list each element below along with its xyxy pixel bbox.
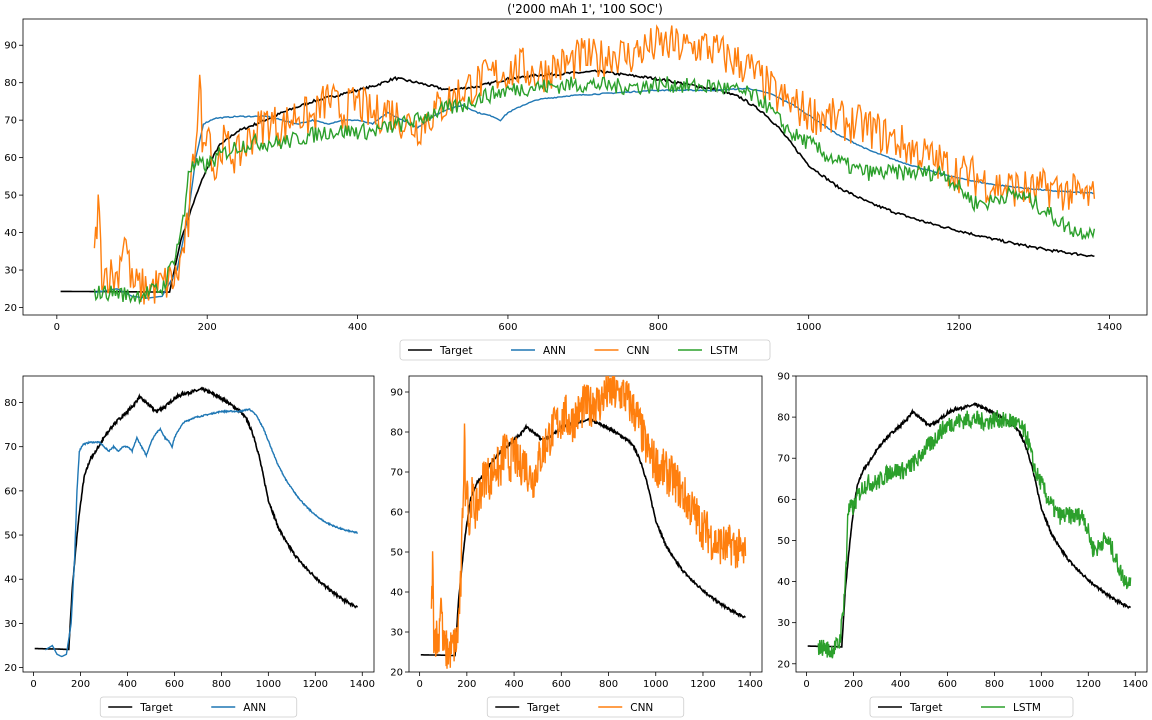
legend-label-ann: ANN	[243, 702, 266, 714]
y-tick-label: 40	[390, 588, 403, 599]
x-tick-label: 400	[348, 322, 367, 333]
chart-panel-1: 0 200 400 600 800 1000 1200 1400 20 30 40 50 60 70 80 T…	[4, 375, 375, 718]
x-tick-label: 1000	[796, 322, 821, 333]
plot-frame	[408, 375, 763, 673]
x-tick-label: 1000	[256, 679, 281, 690]
legend-label-target: Target	[139, 702, 172, 714]
plot-frame	[22, 375, 375, 673]
x-tick-label: 0	[803, 679, 809, 690]
x-tick-label: 1200	[1076, 679, 1101, 690]
y-tick-label: 30	[390, 628, 403, 639]
x-tick-label: 1400	[350, 679, 375, 690]
chart-panel-0: 0 200 400 600 800 1000 1200 1400 20 30 40 50 60 70 80 9…	[4, 18, 1148, 361]
chart-panel-3: 0 200 400 600 800 1000 1200 1400 20 30 40 50 60 70 80 9…	[777, 372, 1148, 718]
y-tick-label: 90	[4, 41, 17, 52]
legend-label-target: Target	[909, 702, 942, 714]
y-tick-label: 60	[4, 486, 17, 497]
x-tick-label: 800	[599, 679, 618, 690]
y-tick-label: 80	[777, 413, 790, 424]
x-tick-label: 800	[985, 679, 1004, 690]
y-tick-label: 20	[777, 659, 790, 670]
series-line-target	[807, 402, 1132, 648]
y-tick-label: 70	[777, 454, 790, 465]
x-tick-label: 1000	[643, 679, 668, 690]
y-tick-label: 30	[777, 618, 790, 629]
legend-label-lstm: LSTM	[710, 345, 738, 357]
y-tick-label: 60	[4, 153, 17, 164]
x-tick-label: 1400	[737, 679, 762, 690]
x-tick-label: 800	[649, 322, 668, 333]
x-tick-label: 200	[457, 679, 476, 690]
y-tick-label: 40	[4, 575, 17, 586]
legend-box	[869, 696, 1074, 718]
y-tick-label: 90	[777, 372, 790, 383]
y-tick-label: 50	[4, 531, 17, 542]
legend-box	[486, 696, 685, 718]
chart-panel-2: 0 200 400 600 800 1000 1200 1400 20 30 40 50 60 70 80 9…	[390, 375, 763, 718]
y-tick-label: 80	[4, 78, 17, 89]
x-tick-label: 1200	[690, 679, 715, 690]
y-tick-label: 40	[777, 577, 790, 588]
y-tick-label: 40	[4, 228, 17, 239]
x-tick-label: 1400	[1123, 679, 1148, 690]
x-tick-label: 1200	[303, 679, 328, 690]
x-tick-label: 800	[212, 679, 231, 690]
legend-label-cnn: CNN	[630, 702, 653, 714]
legend-label-cnn: CNN	[627, 345, 650, 357]
x-tick-label: 600	[938, 679, 957, 690]
legend-box	[99, 696, 298, 718]
y-tick-label: 30	[4, 266, 17, 277]
x-tick-label: 400	[891, 679, 910, 690]
y-tick-label: 60	[390, 508, 403, 519]
y-tick-label: 50	[777, 536, 790, 547]
x-tick-label: 200	[844, 679, 863, 690]
y-tick-label: 70	[4, 116, 17, 127]
x-tick-label: 1000	[1029, 679, 1054, 690]
y-tick-label: 80	[4, 398, 17, 409]
x-tick-label: 400	[505, 679, 524, 690]
series-line-ann	[94, 87, 1095, 299]
x-tick-label: 600	[165, 679, 184, 690]
legend-label-ann: ANN	[543, 345, 566, 357]
y-tick-label: 60	[777, 495, 790, 506]
x-tick-label: 0	[54, 322, 60, 333]
legend-label-target: Target	[439, 345, 472, 357]
legend-box	[399, 339, 771, 361]
y-tick-label: 50	[4, 191, 17, 202]
series-line-lstm	[93, 76, 1096, 306]
y-tick-label: 50	[390, 548, 403, 559]
series-line-target	[420, 417, 746, 657]
x-tick-label: 200	[198, 322, 217, 333]
x-tick-label: 0	[416, 679, 422, 690]
series-line-cnn	[430, 376, 747, 669]
series-line-target	[34, 386, 359, 651]
figure-title: ('2000 mAh 1', '100 SOC')	[507, 2, 663, 16]
x-tick-label: 600	[498, 322, 517, 333]
legend-label-lstm: LSTM	[1013, 702, 1041, 714]
series-line-target	[60, 69, 1095, 293]
legend-label-target: Target	[526, 702, 559, 714]
plot-frame	[795, 375, 1148, 673]
charts-area: 0 200 400 600 800 1000 1200 1400203040506070809…	[4, 18, 1148, 718]
y-tick-label: 90	[390, 388, 403, 399]
y-tick-label: 80	[390, 428, 403, 439]
x-tick-label: 1400	[1097, 322, 1122, 333]
y-tick-label: 20	[390, 668, 403, 679]
plot-frame	[22, 18, 1148, 316]
x-tick-label: 400	[118, 679, 137, 690]
y-tick-label: 70	[390, 468, 403, 479]
x-tick-label: 200	[71, 679, 90, 690]
x-tick-label: 600	[552, 679, 571, 690]
y-tick-label: 20	[4, 303, 17, 314]
x-tick-label: 0	[30, 679, 36, 690]
y-tick-label: 20	[4, 663, 17, 674]
series-line-lstm	[817, 410, 1132, 659]
series-line-cnn	[93, 24, 1096, 305]
y-tick-label: 30	[4, 619, 17, 630]
y-tick-label: 70	[4, 442, 17, 453]
x-tick-label: 1200	[946, 322, 971, 333]
series-line-ann	[44, 408, 358, 658]
